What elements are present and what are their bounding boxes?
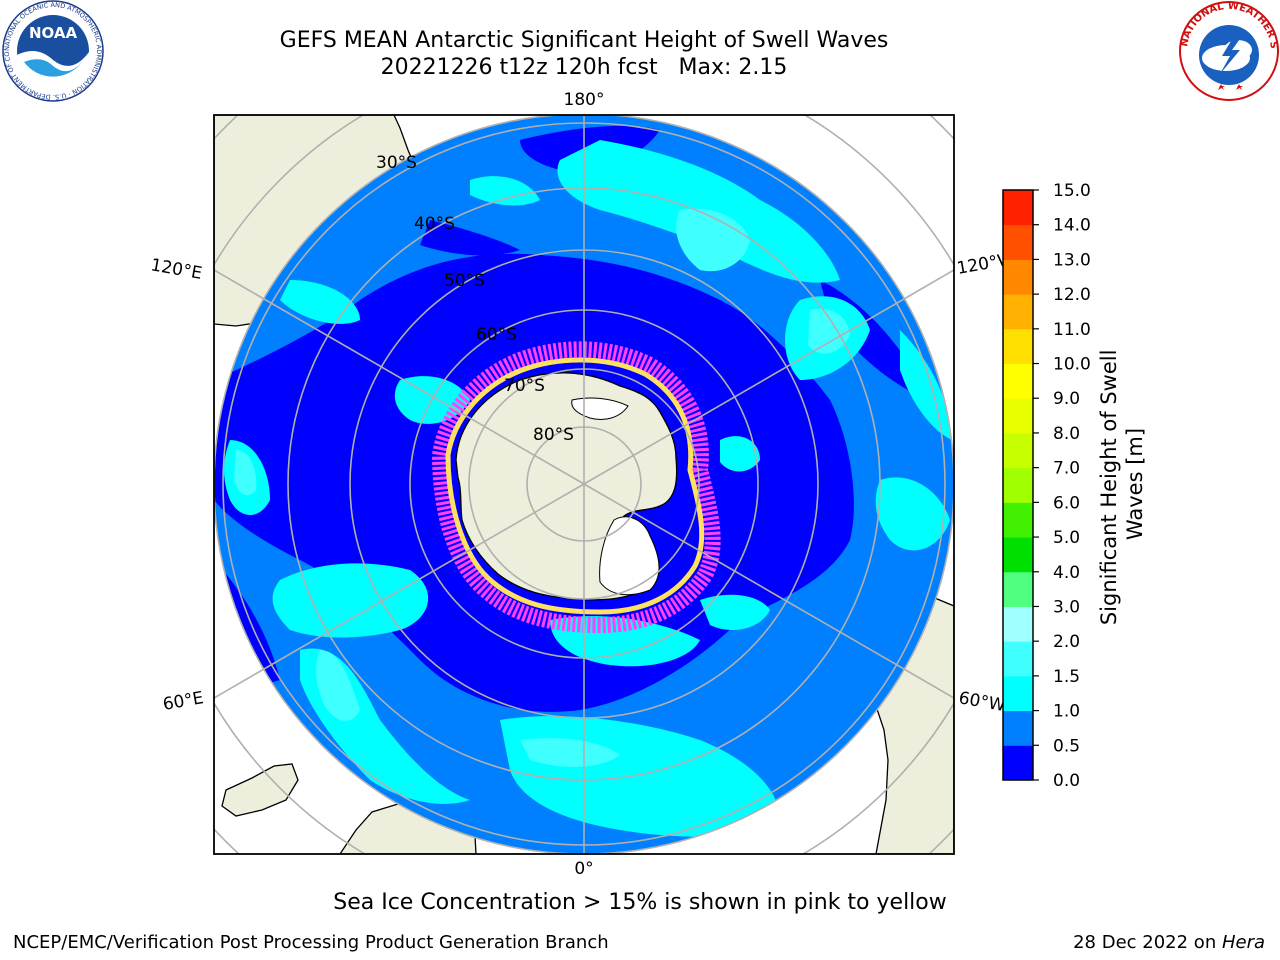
noaa-logo-text: NOAA — [29, 24, 78, 42]
colorbar-swatch — [1003, 432, 1033, 469]
colorbar-swatch — [1003, 467, 1033, 503]
nws-logo: NATIONAL WEATHER SERVICE — [1178, 0, 1279, 101]
colorbar-swatch — [1003, 363, 1033, 399]
lat-label-70s: 70°S — [504, 376, 545, 396]
swell-high-zone — [316, 650, 360, 721]
land-madagascar — [221, 763, 299, 817]
swell-high-zone — [234, 450, 257, 496]
colorbar-swatch — [1003, 398, 1033, 434]
lon-label-120e: 120°E — [149, 255, 203, 284]
map-area: 30°S 40°S 50°S 60°S 70°S 80°S — [214, 115, 954, 854]
colorbar-tick-label: 15.0 — [1053, 181, 1091, 201]
colorbar-swatch — [1003, 537, 1033, 573]
colorbar-swatch — [1003, 294, 1033, 330]
sea-ice-band — [431, 341, 721, 634]
colorbar-title: Significant Height of Swell Waves [m] — [1097, 343, 1147, 625]
lon-label-180: 180° — [564, 90, 605, 110]
colorbar-swatch — [1003, 259, 1033, 295]
chart-title: GEFS MEAN Antarctic Significant Height o… — [279, 28, 889, 53]
lat-label-40s: 40°S — [414, 214, 455, 234]
colorbar-tick-label: 1.0 — [1053, 702, 1080, 722]
footer-date: 28 Dec 2022 on Hera — [1073, 932, 1265, 953]
ross-ice-shelf — [571, 397, 629, 420]
footer-host: Hera — [1221, 932, 1265, 953]
lat-label-80s: 80°S — [533, 425, 574, 445]
colorbar-tick-label: 3.0 — [1053, 597, 1080, 617]
colorbar-tick-label: 2.0 — [1053, 632, 1080, 652]
colorbar: 0.0 0.5 1.0 1.5 2.0 3.0 4.0 5.0 6.0 7.0 8.0 9.0 10.0… — [1002, 181, 1091, 791]
colorbar-swatch — [1003, 224, 1033, 260]
colorbar-swatch — [1003, 606, 1033, 642]
lon-label-60w: 60°W — [957, 688, 1007, 716]
colorbar-title-line1: Significant Height of Swell — [1097, 350, 1121, 626]
sea-ice-note: Sea Ice Concentration > 15% is shown in … — [333, 890, 947, 915]
lat-label-50s: 50°S — [444, 271, 485, 291]
colorbar-frame — [1002, 189, 1034, 781]
colorbar-tick-label: 0.0 — [1053, 771, 1080, 791]
colorbar-tick-label: 4.0 — [1053, 563, 1080, 583]
colorbar-swatch — [1003, 641, 1033, 677]
colorbar-tick-label: 14.0 — [1053, 216, 1091, 236]
footer-credit: NCEP/EMC/Verification Post Processing Pr… — [13, 932, 609, 953]
swell-mid-zone — [875, 477, 950, 551]
colorbar-swatch — [1003, 502, 1033, 538]
lat-label-30s: 30°S — [376, 153, 417, 173]
footer-date-text: 28 Dec 2022 on — [1073, 932, 1222, 953]
colorbar-swatch — [1003, 710, 1033, 746]
chart-subtitle: 20221226 t12z 120h fcst Max: 2.15 — [380, 55, 788, 80]
sea-ice-inner — [445, 357, 705, 615]
colorbar-swatch — [1003, 328, 1033, 365]
swell-mid-zone — [900, 330, 952, 440]
colorbar-tick-label: 5.0 — [1053, 528, 1080, 548]
colorbar-swatch — [1003, 745, 1033, 781]
colorbar-tick-label: 1.5 — [1053, 667, 1080, 687]
noaa-logo: NATIONAL OCEANIC AND ATMOSPHERIC ADMINIS… — [2, 0, 104, 102]
swell-mid-zone — [280, 280, 360, 324]
swell-mid-zone — [720, 436, 760, 472]
lat-label-60s: 60°S — [476, 325, 517, 345]
colorbar-swatch — [1003, 571, 1033, 607]
swell-low-zone — [420, 220, 520, 256]
weddell-ice — [599, 516, 660, 596]
swell-mid-zone — [700, 594, 770, 630]
colorbar-tick-label: 11.0 — [1053, 320, 1091, 340]
swell-high-zone — [676, 208, 750, 272]
colorbar-tick-label: 10.0 — [1053, 355, 1091, 375]
colorbar-tick-label: 6.0 — [1053, 493, 1080, 513]
colorbar-tick-label: 0.5 — [1053, 736, 1080, 756]
colorbar-tick-label: 12.0 — [1053, 285, 1091, 305]
lon-label-60e: 60°E — [161, 688, 205, 715]
map-frame — [213, 114, 955, 855]
colorbar-tick-label: 8.0 — [1053, 424, 1080, 444]
colorbar-tick-label: 9.0 — [1053, 389, 1080, 409]
colorbar-tick-label: 7.0 — [1053, 459, 1080, 479]
swell-high-zone — [808, 308, 850, 354]
colorbar-swatch — [1003, 675, 1033, 712]
swell-high-zone — [520, 738, 620, 767]
colorbar-tick-label: 13.0 — [1053, 250, 1091, 270]
graticule — [214, 115, 954, 854]
colorbar-swatch — [1003, 190, 1033, 226]
swell-mid-zone — [272, 563, 429, 638]
lon-label-0: 0° — [574, 859, 593, 879]
colorbar-title-line2: Waves [m] — [1123, 428, 1147, 540]
swell-mid-zone — [470, 176, 540, 206]
